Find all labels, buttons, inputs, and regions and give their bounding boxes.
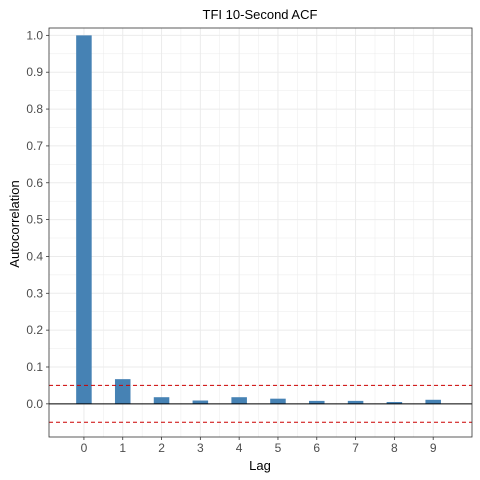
y-tick-label: 0.2 [26, 323, 43, 337]
x-tick-label: 2 [158, 441, 165, 455]
acf-bar-lag-0 [76, 35, 92, 404]
acf-bar-lag-7 [347, 400, 364, 404]
y-tick-label: 0.3 [26, 286, 43, 300]
y-tick-label: 0.9 [26, 65, 43, 79]
acf-bar-lag-6 [309, 400, 325, 404]
acf-bar-lag-8 [386, 401, 403, 404]
x-axis-ticks: 0 1 2 3 4 5 6 7 8 9 [81, 437, 437, 455]
y-tick-label: 0.5 [26, 213, 43, 227]
bars [76, 35, 441, 404]
x-tick-label: 8 [391, 441, 398, 455]
plot-panel-border [48, 27, 473, 438]
y-tick-label: 0.0 [26, 397, 43, 411]
y-tick-label: 0.1 [26, 360, 43, 374]
acf-bar-lag-9 [425, 399, 441, 404]
x-tick-label: 7 [352, 441, 359, 455]
x-tick-label: 9 [430, 441, 437, 455]
x-tick-label: 1 [119, 441, 126, 455]
acf-bar-lag-3 [192, 400, 209, 404]
x-tick-label: 0 [81, 441, 88, 455]
y-tick-label: 0.8 [26, 102, 43, 116]
reference-lines [49, 384, 472, 423]
y-tick-label: 0.6 [26, 176, 43, 190]
acf-bar-lag-4 [231, 397, 247, 404]
y-tick-label: 0.7 [26, 139, 43, 153]
x-tick-label: 5 [275, 441, 282, 455]
x-tick-label: 4 [236, 441, 243, 455]
x-axis-title: Lag [249, 458, 271, 473]
acf-bar-lag-2 [153, 397, 170, 404]
chart-title: TFI 10-Second ACF [203, 7, 318, 22]
y-axis-ticks: 0.0 0.1 0.2 0.3 0.4 0.5 0.6 0.7 0.8 0.9 1.0 [26, 28, 49, 411]
x-tick-label: 6 [313, 441, 320, 455]
x-tick-label: 3 [197, 441, 204, 455]
y-tick-label: 1.0 [26, 28, 43, 42]
acf-bar-lag-5 [270, 398, 286, 404]
y-tick-label: 0.4 [26, 249, 43, 263]
y-axis-title: Autocorrelation [7, 180, 22, 267]
acf-bar-lag-1 [114, 379, 131, 404]
